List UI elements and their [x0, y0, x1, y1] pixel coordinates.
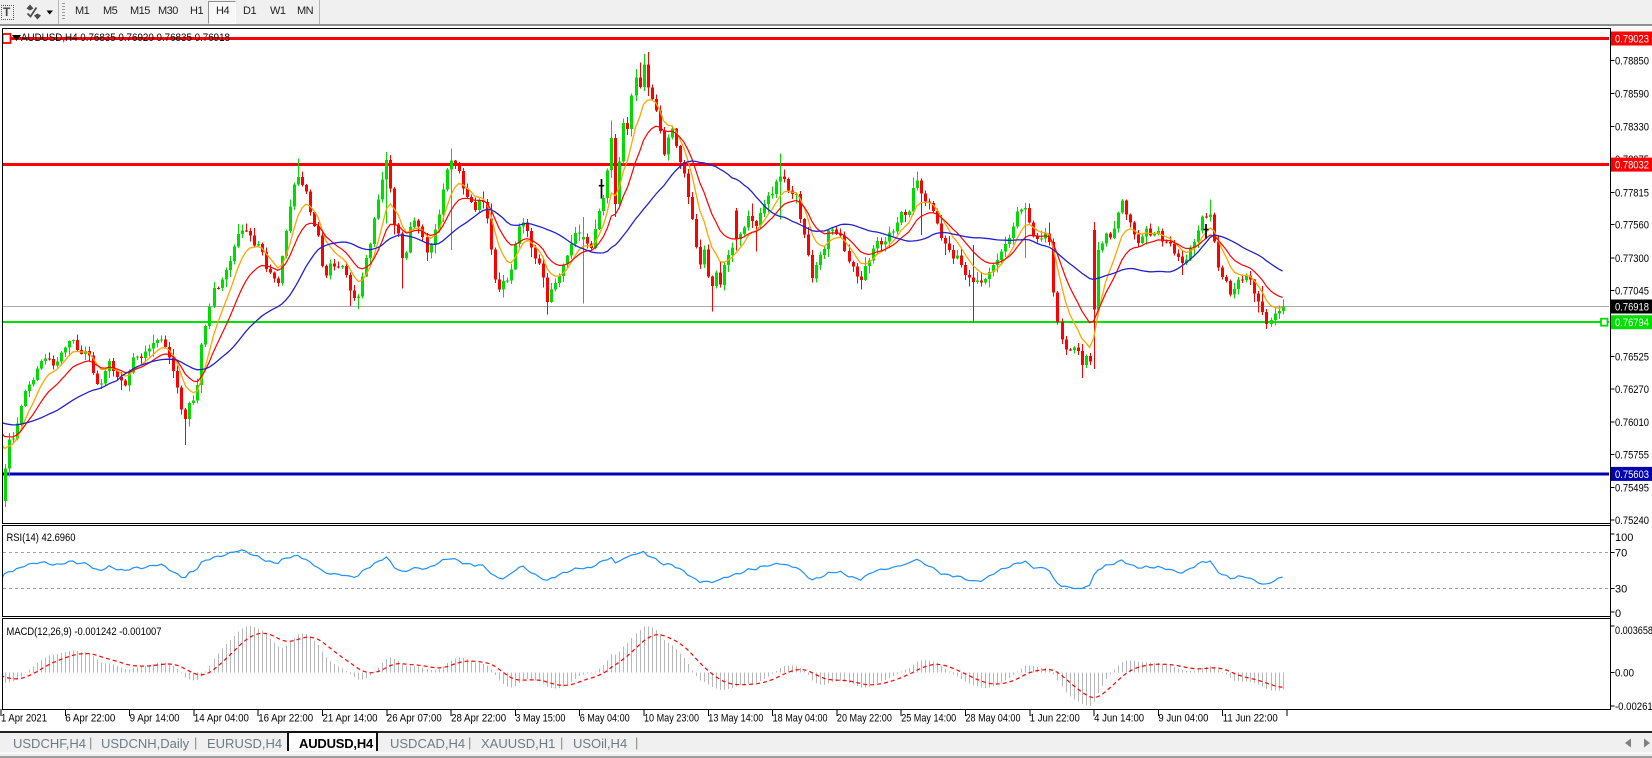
svg-text:14 Apr 04:00: 14 Apr 04:00 [194, 713, 249, 725]
svg-text:0.79023: 0.79023 [1615, 34, 1649, 46]
svg-text:1 Jun 22:00: 1 Jun 22:00 [1030, 713, 1080, 725]
svg-text:0: 0 [1615, 608, 1621, 620]
svg-text:-0.002613: -0.002613 [1615, 701, 1652, 713]
svg-text:100: 100 [1615, 532, 1633, 544]
svg-text:RSI(14) 42.6960: RSI(14) 42.6960 [7, 532, 76, 544]
svg-text:18 May 04:00: 18 May 04:00 [773, 713, 828, 725]
svg-text:28 May 04:00: 28 May 04:00 [966, 713, 1021, 725]
svg-text:4 Jun 14:00: 4 Jun 14:00 [1094, 713, 1144, 725]
svg-text:6 May 04:00: 6 May 04:00 [580, 713, 630, 725]
svg-text:26 Apr 07:00: 26 Apr 07:00 [387, 713, 442, 725]
svg-text:25 May 14:00: 25 May 14:00 [901, 713, 956, 725]
svg-text:30: 30 [1615, 583, 1627, 595]
svg-text:0.77300: 0.77300 [1615, 253, 1649, 265]
svg-text:MACD(12,26,9) -0.001242 -0.001: MACD(12,26,9) -0.001242 -0.001007 [7, 626, 162, 638]
svg-text:13 May 14:00: 13 May 14:00 [708, 713, 763, 725]
svg-text:0.76794: 0.76794 [1615, 317, 1649, 329]
svg-text:10 May 23:00: 10 May 23:00 [644, 713, 699, 725]
svg-text:0.77045: 0.77045 [1615, 285, 1649, 297]
svg-text:9 Apr 14:00: 9 Apr 14:00 [130, 713, 180, 725]
svg-text:28 Apr 22:00: 28 Apr 22:00 [451, 713, 506, 725]
svg-text:1 Apr 2021: 1 Apr 2021 [1, 713, 47, 725]
svg-text:0.75603: 0.75603 [1615, 469, 1649, 481]
svg-text:0.75755: 0.75755 [1615, 450, 1649, 462]
svg-text:21 Apr 14:00: 21 Apr 14:00 [323, 713, 378, 725]
svg-text:6 Apr 22:00: 6 Apr 22:00 [65, 713, 115, 725]
svg-text:16 Apr 22:00: 16 Apr 22:00 [258, 713, 313, 725]
svg-text:0.75240: 0.75240 [1615, 515, 1649, 527]
svg-text:0.76918: 0.76918 [1615, 302, 1649, 314]
svg-text:20 May 22:00: 20 May 22:00 [837, 713, 892, 725]
svg-text:0.76010: 0.76010 [1615, 417, 1649, 429]
svg-text:0.78590: 0.78590 [1615, 89, 1649, 101]
svg-text:0.78330: 0.78330 [1615, 122, 1649, 134]
svg-text:70: 70 [1615, 548, 1627, 560]
svg-text:0.78850: 0.78850 [1615, 56, 1649, 68]
svg-text:3 May 15:00: 3 May 15:00 [515, 713, 565, 725]
svg-text:0.78032: 0.78032 [1615, 160, 1649, 172]
svg-text:0.76525: 0.76525 [1615, 352, 1649, 364]
svg-text:11 Jun 22:00: 11 Jun 22:00 [1223, 713, 1278, 725]
svg-text:AUDUSD,H4 0.76835 0.76920 0.7: AUDUSD,H4 0.76835 0.76920 0.76835 0.7691… [21, 32, 230, 44]
svg-text:9 Jun 04:00: 9 Jun 04:00 [1158, 713, 1208, 725]
svg-text:0.77560: 0.77560 [1615, 220, 1649, 232]
svg-text:0.75495: 0.75495 [1615, 483, 1649, 495]
svg-text:0.00: 0.00 [1615, 668, 1634, 680]
svg-text:0.003658: 0.003658 [1615, 625, 1652, 637]
svg-text:0.76270: 0.76270 [1615, 384, 1649, 396]
svg-text:0.77815: 0.77815 [1615, 187, 1649, 199]
